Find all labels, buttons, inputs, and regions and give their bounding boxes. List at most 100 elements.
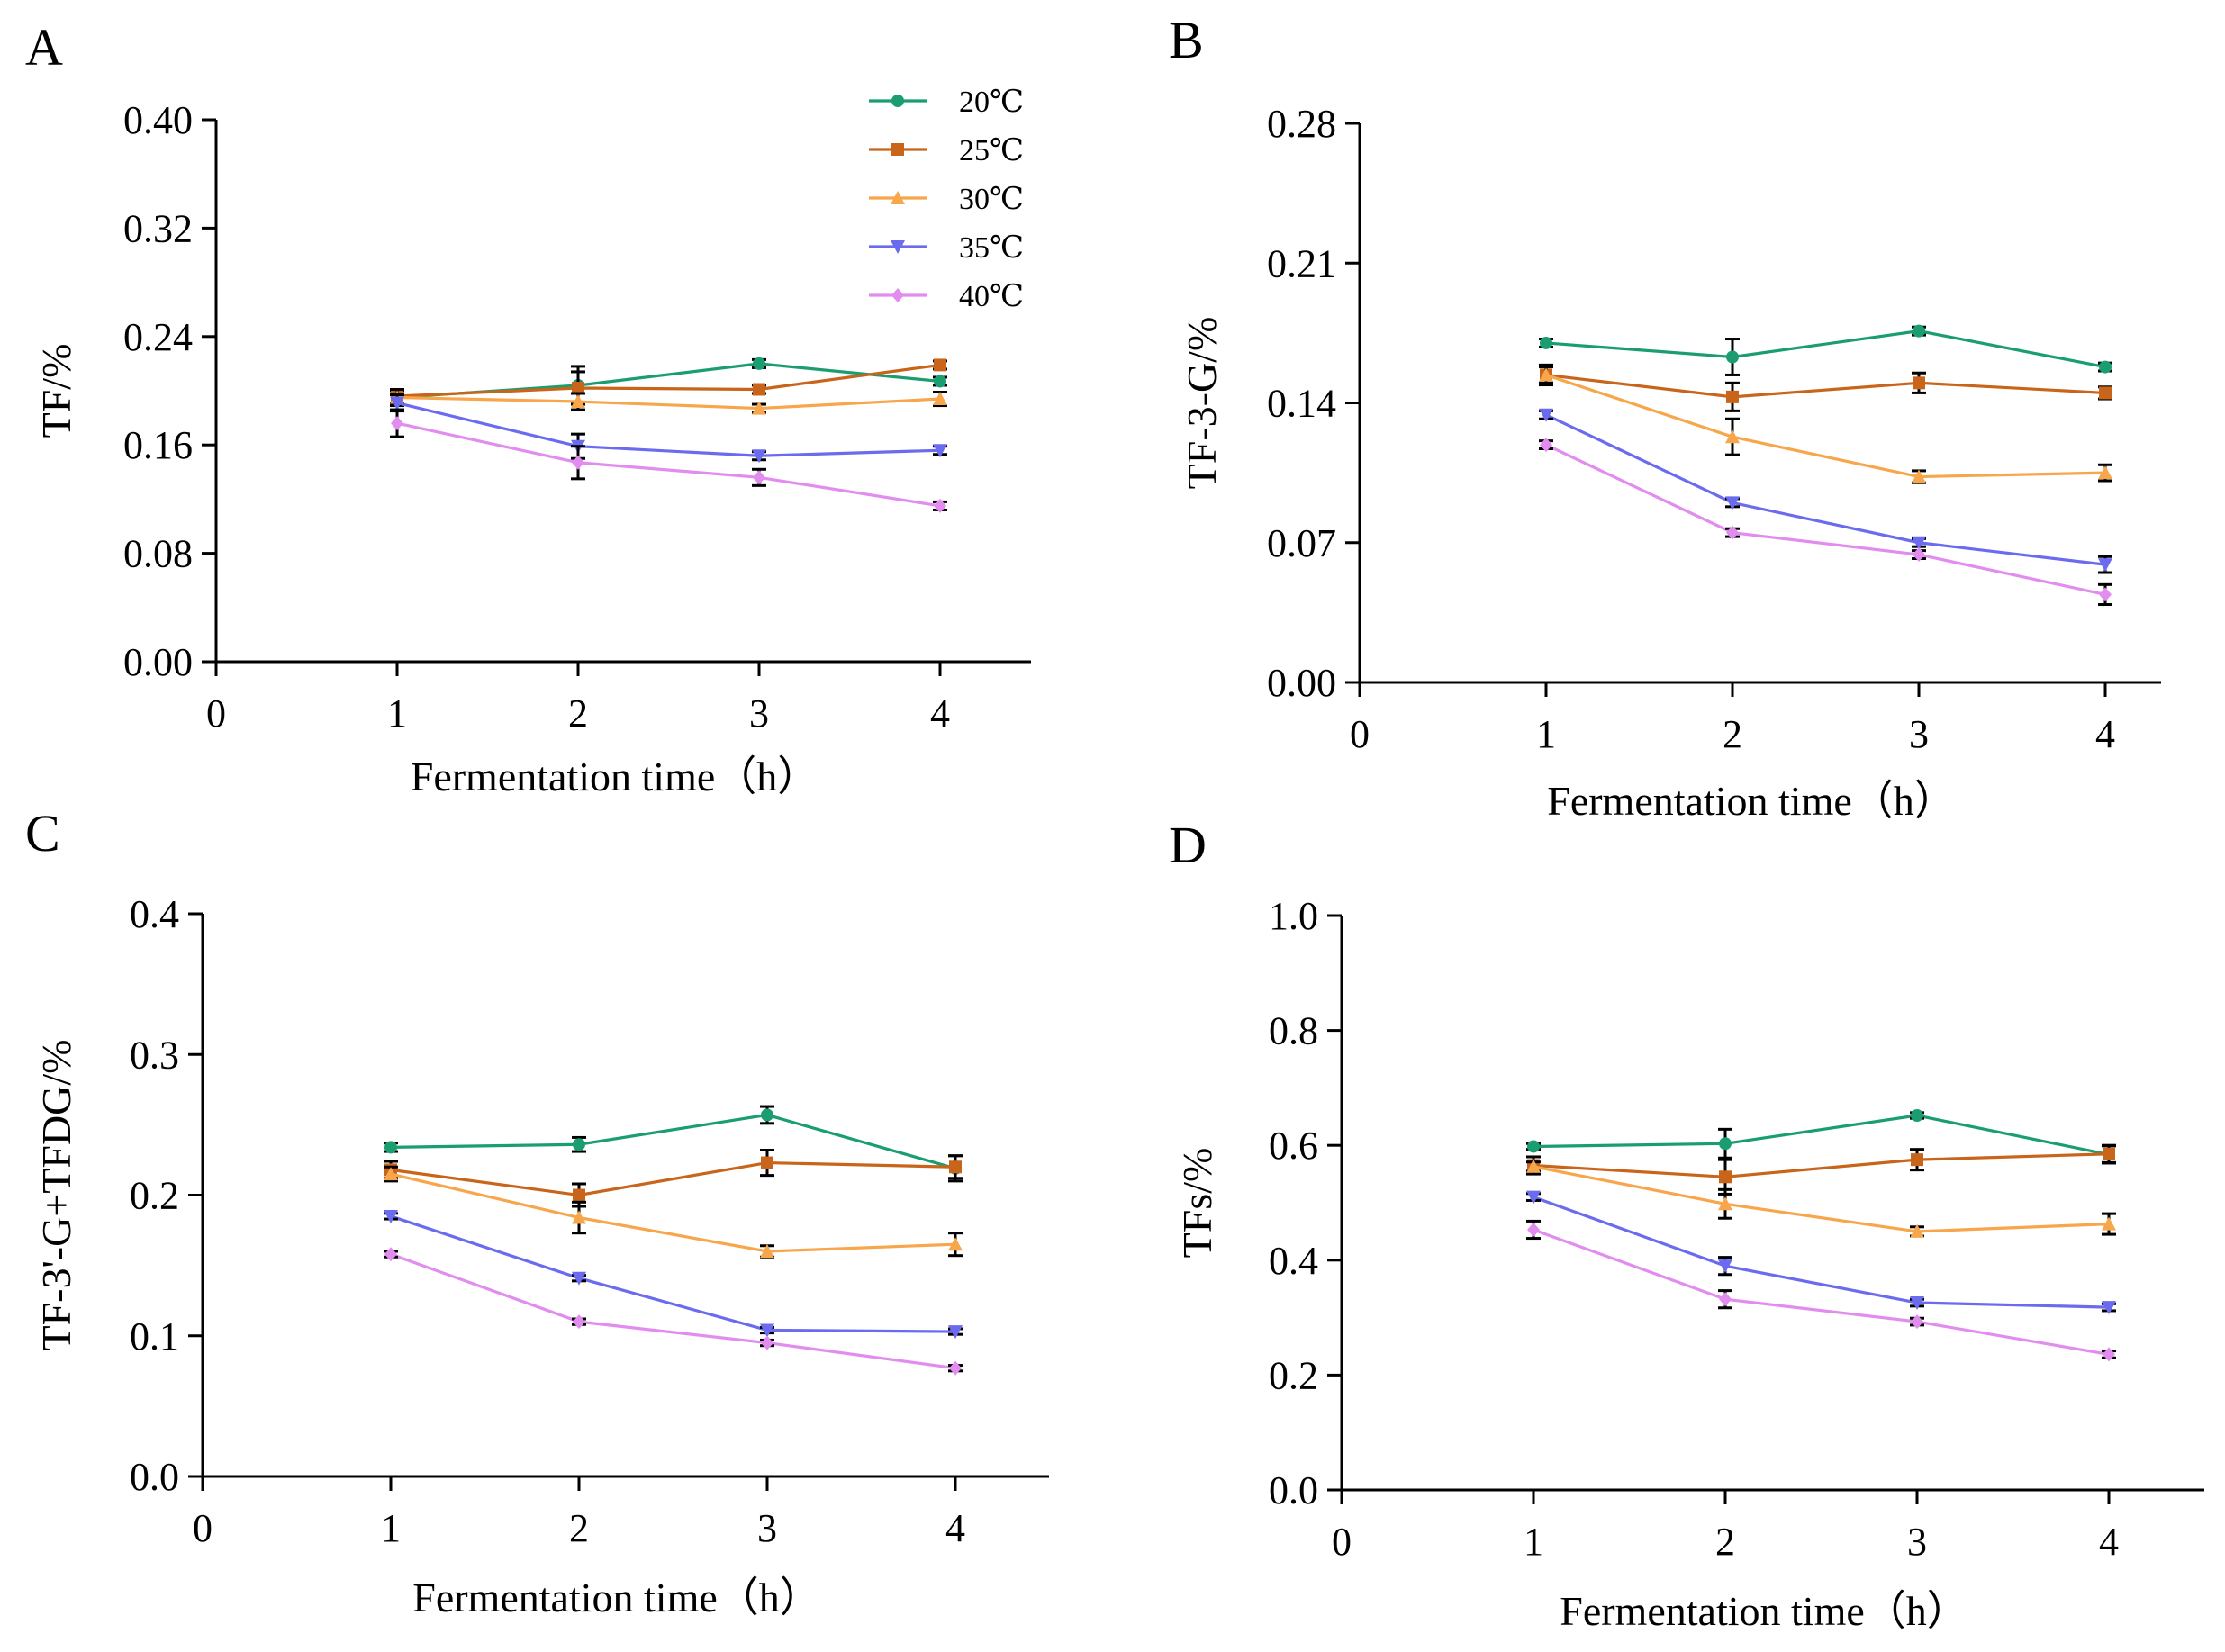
- data-point: [934, 358, 946, 372]
- y-tick-label: 0.3: [130, 1033, 179, 1077]
- data-point: [1726, 350, 1739, 364]
- series-20℃: [390, 357, 947, 406]
- y-axis-title: TF-3'-G+TFDG/%: [33, 1040, 79, 1351]
- data-point: [1910, 1296, 1924, 1311]
- data-point: [1910, 1223, 1924, 1238]
- x-tick-label: 4: [2095, 712, 2115, 756]
- y-tick-label: 0.16: [123, 423, 193, 467]
- series-line: [396, 395, 941, 411]
- data-point: [1718, 1196, 1732, 1211]
- series-30℃: [384, 1165, 963, 1259]
- data-point: [761, 1108, 773, 1122]
- series-line: [1545, 443, 2106, 596]
- legend-marker: [891, 240, 905, 254]
- x-axis-title: Fermentation time（h）: [1560, 1588, 1968, 1634]
- y-tick-label: 0.2: [1269, 1353, 1318, 1397]
- data-point: [949, 1160, 962, 1174]
- data-point: [933, 444, 947, 458]
- data-point: [390, 396, 404, 411]
- data-point: [573, 1314, 585, 1330]
- data-point: [1540, 336, 1552, 349]
- x-tick-label: 0: [1332, 1520, 1352, 1564]
- y-tick-label: 0.2: [130, 1174, 179, 1218]
- data-point: [948, 1237, 963, 1251]
- series-line: [1533, 1228, 2110, 1357]
- data-point: [1718, 1259, 1732, 1274]
- data-point: [1913, 376, 1925, 390]
- y-axis-title: TFs/%: [1174, 1148, 1220, 1259]
- y-tick-label: 0.14: [1267, 382, 1336, 426]
- data-point: [949, 1360, 962, 1376]
- data-point: [1725, 429, 1740, 444]
- series-line: [1545, 373, 2106, 399]
- series-line: [396, 421, 941, 508]
- series-line: [390, 1160, 956, 1197]
- data-point: [1725, 496, 1740, 510]
- panel-letter-d: D: [1169, 816, 1207, 874]
- data-point: [391, 416, 403, 431]
- data-point: [760, 1323, 774, 1338]
- panel-letter-a: A: [25, 18, 63, 77]
- chart-panel-d: 0.0 0.2 0.4 0.6 0.8 1.0 0 1 2 3 4 Fermentation time…: [1174, 894, 2204, 1634]
- legend-marker: [891, 191, 905, 204]
- data-point: [2099, 587, 2112, 602]
- y-tick-label: 0.6: [1269, 1124, 1318, 1168]
- data-point: [760, 1244, 774, 1258]
- data-point: [1911, 1109, 1923, 1123]
- data-point: [1539, 367, 1553, 382]
- series-line: [390, 1252, 956, 1370]
- series-line: [1545, 413, 2106, 566]
- series-40℃: [384, 1247, 963, 1376]
- data-point: [2098, 558, 2112, 573]
- legend-label: 35℃: [959, 231, 1024, 265]
- data-point: [573, 1188, 585, 1202]
- data-point: [1527, 1140, 1540, 1153]
- series-line: [396, 363, 941, 398]
- series-40℃: [390, 408, 947, 513]
- series-35℃: [390, 393, 947, 464]
- data-point: [572, 1210, 586, 1224]
- data-point: [1913, 547, 1925, 563]
- y-tick-label: 1.0: [1269, 894, 1318, 938]
- y-tick-label: 0.1: [130, 1314, 179, 1359]
- y-axis-title: TF/%: [33, 344, 79, 438]
- series-25℃: [384, 1149, 963, 1208]
- data-point: [1540, 438, 1552, 453]
- data-point: [1726, 525, 1739, 540]
- x-tick-label: 0: [1350, 712, 1370, 756]
- chart-panel-b: 0.00 0.07 0.14 0.21 0.28 0 1 2 3 4 Fermentation ti…: [1179, 102, 2161, 824]
- series-25℃: [1539, 363, 2112, 412]
- data-point: [934, 498, 946, 513]
- chart-panel-c: 0.0 0.1 0.2 0.3 0.4 0 1 2 3 4 Fermentation time（h）…: [33, 892, 1049, 1620]
- data-point: [573, 1138, 585, 1151]
- legend-label: 20℃: [959, 86, 1024, 119]
- legend-entry: 25℃: [869, 134, 1024, 167]
- legend-label: 25℃: [959, 134, 1024, 167]
- x-tick-label: 2: [1723, 712, 1742, 756]
- x-tick-label: 2: [568, 691, 588, 736]
- x-tick-label: 1: [1524, 1520, 1543, 1564]
- y-tick-label: 0.4: [130, 892, 179, 936]
- series-40℃: [1539, 438, 2112, 607]
- data-point: [2098, 465, 2112, 480]
- data-point: [384, 1141, 397, 1154]
- legend-label: 30℃: [959, 183, 1024, 216]
- series-40℃: [1526, 1219, 2116, 1362]
- data-point: [1526, 1190, 1541, 1205]
- x-axis-title: Fermentation time（h）: [412, 1575, 821, 1620]
- data-point: [1526, 1159, 1541, 1173]
- series-line: [1533, 1165, 2110, 1233]
- series-line: [1533, 1152, 2110, 1178]
- series-30℃: [1539, 366, 2112, 484]
- series-line: [390, 1214, 956, 1333]
- y-tick-label: 0.32: [123, 206, 193, 250]
- series-line: [390, 1172, 956, 1253]
- y-tick-label: 0.21: [1267, 241, 1336, 285]
- y-tick-label: 0.24: [123, 315, 193, 359]
- series-20℃: [1539, 324, 2112, 376]
- x-axis-title: Fermentation time（h）: [1547, 778, 1956, 824]
- x-tick-label: 4: [930, 691, 950, 736]
- data-point: [572, 381, 584, 394]
- x-tick-label: 4: [945, 1506, 965, 1550]
